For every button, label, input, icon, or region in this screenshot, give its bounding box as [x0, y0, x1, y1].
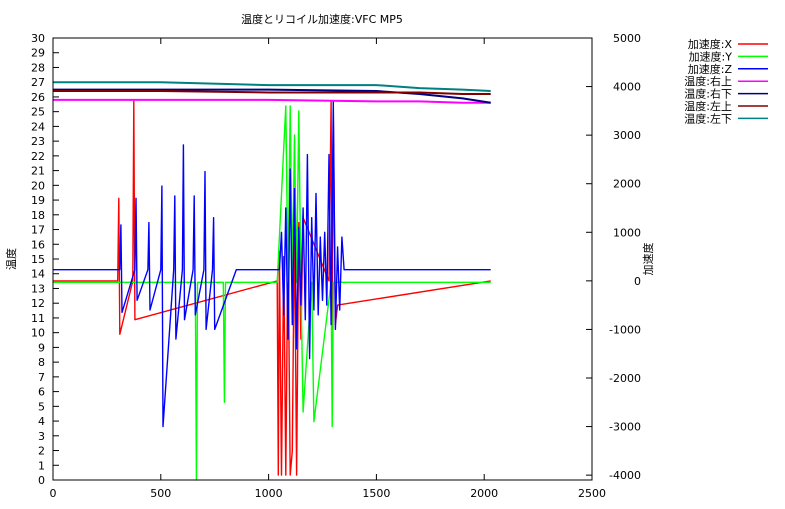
- y-tick-label: 27: [31, 76, 45, 89]
- chart-title: 温度とリコイル加速度:VFC MP5: [241, 12, 403, 26]
- y-tick-label: 0: [38, 474, 45, 487]
- series-line-1: [53, 105, 491, 481]
- series-line-2: [53, 100, 491, 428]
- x-tick-label: 1500: [362, 487, 390, 500]
- y2-tick-label: -2000: [609, 372, 641, 385]
- y2-tick-label: -3000: [609, 421, 641, 434]
- y-tick-label: 20: [31, 179, 45, 192]
- y-tick-label: 22: [31, 150, 45, 163]
- y-tick-label: 13: [31, 282, 45, 295]
- y-tick-label: 25: [31, 106, 45, 119]
- y2-tick-label: -4000: [609, 469, 641, 482]
- series-line-4: [53, 88, 491, 104]
- y-tick-label: 4: [38, 415, 45, 428]
- series-layer: [53, 81, 491, 481]
- axes-layer: 0 500 1000 1500 2000 250001234567891011121314…: [31, 32, 641, 500]
- y2-axis-label: 加速度: [641, 243, 655, 276]
- y2-tick-label: 4000: [613, 81, 641, 94]
- series-line-0: [53, 100, 491, 476]
- y-tick-label: 24: [31, 120, 45, 133]
- y-tick-label: 2: [38, 445, 45, 458]
- y-tick-label: 1: [38, 459, 45, 472]
- y-tick-label: 19: [31, 194, 45, 207]
- y-tick-label: 23: [31, 135, 45, 148]
- y-tick-label: 3: [38, 430, 45, 443]
- series-line-6: [53, 81, 491, 92]
- plot-frame: [52, 37, 593, 481]
- y-tick-label: 18: [31, 209, 45, 222]
- y-tick-label: 17: [31, 224, 45, 237]
- x-tick-label: 500: [150, 487, 171, 500]
- legend-label-6: 温度:左下: [684, 111, 732, 125]
- y-tick-label: 8: [38, 356, 45, 369]
- series-line-5: [53, 90, 491, 95]
- x-tick-label: 0: [50, 487, 57, 500]
- y-tick-label: 21: [31, 165, 45, 178]
- x-tick-label: 2500: [578, 487, 606, 500]
- y-tick-label: 15: [31, 253, 45, 266]
- y-tick-label: 9: [38, 341, 45, 354]
- y2-tick-label: 5000: [613, 32, 641, 45]
- y2-tick-label: 3000: [613, 129, 641, 142]
- y2-tick-label: -1000: [609, 323, 641, 336]
- legend-label-3: 温度:右上: [684, 74, 732, 88]
- x-tick-label: 2000: [470, 487, 498, 500]
- x-tick-label: 1000: [255, 487, 283, 500]
- y-tick-label: 30: [31, 32, 45, 45]
- y-tick-label: 10: [31, 327, 45, 340]
- y-tick-label: 6: [38, 386, 45, 399]
- y2-tick-label: 2000: [613, 178, 641, 191]
- series-line-3: [53, 98, 491, 104]
- y-axis-label: 温度: [4, 248, 18, 270]
- legend-label-1: 加速度:Y: [689, 49, 733, 63]
- y-tick-label: 14: [31, 268, 45, 281]
- y-tick-label: 7: [38, 371, 45, 384]
- y-tick-label: 11: [31, 312, 45, 325]
- y-tick-label: 16: [31, 238, 45, 251]
- y-tick-label: 28: [31, 61, 45, 74]
- y-tick-label: 5: [38, 400, 45, 413]
- y-tick-label: 12: [31, 297, 45, 310]
- y2-tick-label: 1000: [613, 226, 641, 239]
- y-tick-label: 29: [31, 47, 45, 60]
- y-tick-label: 26: [31, 91, 45, 104]
- legend-label-2: 加速度:Z: [688, 62, 733, 76]
- legend-label-0: 加速度:X: [688, 37, 733, 51]
- y2-tick-label: 0: [634, 275, 641, 288]
- legend-label-4: 温度:右下: [684, 87, 732, 101]
- legend-label-5: 温度:左上: [684, 99, 732, 113]
